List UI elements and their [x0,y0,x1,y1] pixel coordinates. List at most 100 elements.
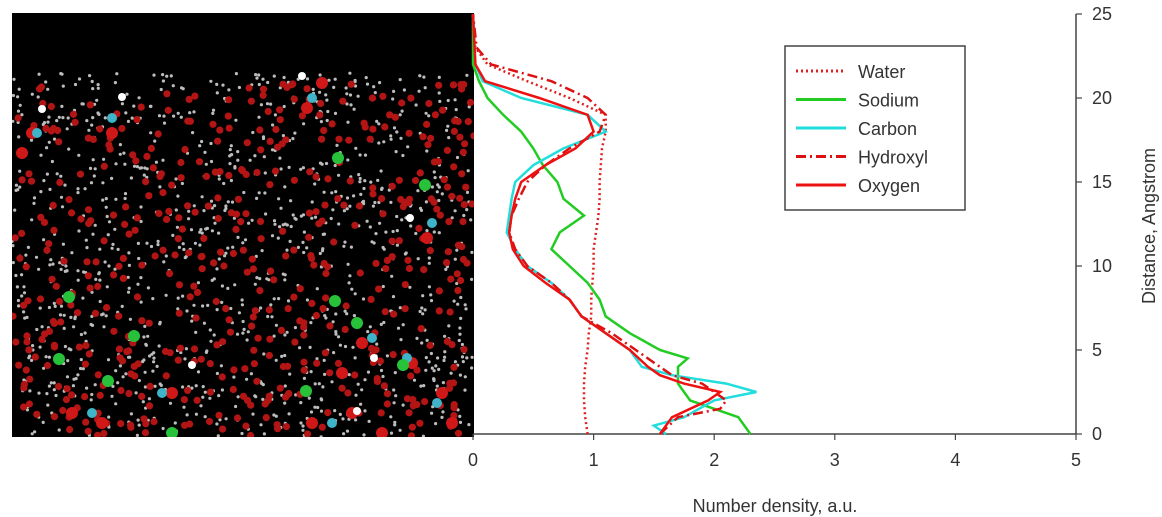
hydrogen-atom [382,247,386,251]
hydrogen-atom [322,190,326,194]
oxygen-atom [147,144,155,152]
hydrogen-atom [203,390,207,394]
oxygen-atom [177,174,185,182]
oxygen-atom [335,135,343,143]
hydrogen-atom [356,94,360,98]
hydrogen-atom [273,222,277,226]
hydrogen-atom [122,151,126,155]
hydrogen-atom [272,219,277,223]
oxygen-atom [159,246,167,254]
hydrogen-atom [57,115,61,119]
oxygen-atom [420,266,428,274]
hydrogen-atom [373,200,377,205]
oxygen-atom [185,95,193,103]
hydrogen-atom [382,320,386,325]
legend-label-water: Water [858,62,905,82]
oxygen-atom [226,328,235,336]
hydrogen-atom [23,316,27,320]
hydrogen-atom [281,223,285,227]
oxygen-atom [462,183,470,191]
hydrogen-atom [17,87,21,91]
hydrogen-atom [236,150,240,154]
oxygen-atom [388,237,396,245]
hydrogen-atom [368,225,372,229]
hydrogen-atom [321,247,325,251]
hydrogen-atom [327,78,331,82]
hydrogen-atom [29,138,34,142]
hydrogen-atom [346,262,350,266]
white-atom [370,354,378,362]
oxygen-atom [318,217,326,225]
hydrogen-atom [299,421,303,425]
hydrogen-atom [52,388,56,392]
oxygen-atom [85,350,93,358]
oxygen-atom [146,382,154,390]
hydrogen-atom [345,429,350,433]
hydrogen-atom [76,373,80,377]
hydrogen-atom [318,251,322,256]
oxygen-atom [165,207,173,215]
oxygen-atom [320,259,328,268]
hydrogen-atom [278,156,282,160]
oxygen-atom [81,393,89,401]
oxygen-atom [446,308,454,316]
oxygen-atom [408,423,416,431]
hydrogen-atom [324,93,328,97]
oxygen-atom [279,227,287,235]
oxygen-atom [20,380,28,388]
hydrogen-atom [389,415,393,419]
oxygen-atom [175,281,184,289]
hydrogen-atom [153,384,157,388]
oxygen-atom [166,387,178,399]
hydrogen-atom [155,364,159,368]
oxygen-atom [324,175,332,183]
oxygen-atom [308,299,316,307]
sodium-ion [102,375,114,387]
hydrogen-atom [18,103,22,107]
oxygen-atom [100,429,108,438]
hydrogen-atom [220,284,224,288]
hydrogen-atom [177,245,181,249]
hydrogen-atom [126,290,131,294]
oxygen-atom [33,410,41,418]
sodium-ion [419,179,431,191]
hydrogen-atom [47,355,52,359]
hydrogen-atom [220,388,224,392]
hydrogen-atom [287,412,291,416]
hydrogen-atom [408,285,412,289]
hydrogen-atom [76,191,80,195]
oxygen-atom [378,195,386,203]
oxygen-atom [214,214,222,223]
oxygen-atom [290,246,298,254]
oxygen-atom [159,189,167,197]
hydrogen-atom [447,136,451,140]
hydrogen-atom [392,388,396,392]
hydrogen-atom [182,247,186,252]
hydrogen-atom [103,116,107,120]
hydrogen-atom [89,181,94,185]
carbon-atom [427,218,437,228]
oxygen-atom [22,366,30,374]
oxygen-atom [243,396,252,404]
hydrogen-atom [132,164,137,168]
hydrogen-atom [429,351,433,356]
hydrogen-atom [192,303,196,307]
oxygen-atom [118,124,126,133]
hydrogen-atom [145,241,149,245]
hydrogen-atom [257,73,261,77]
hydrogen-atom [271,123,275,127]
hydrogen-atom [96,86,100,90]
hydrogen-atom [152,73,156,77]
oxygen-atom [162,372,170,380]
hydrogen-atom [425,229,429,233]
hydrogen-atom [364,76,368,80]
oxygen-atom [241,365,249,373]
oxygen-atom [133,214,141,222]
hydrogen-atom [236,235,240,239]
oxygen-atom [395,237,403,245]
hydrogen-atom [224,251,228,255]
oxygen-atom [386,111,394,119]
hydrogen-atom [229,144,233,148]
hydrogen-atom [120,102,124,106]
hydrogen-atom [73,315,77,319]
